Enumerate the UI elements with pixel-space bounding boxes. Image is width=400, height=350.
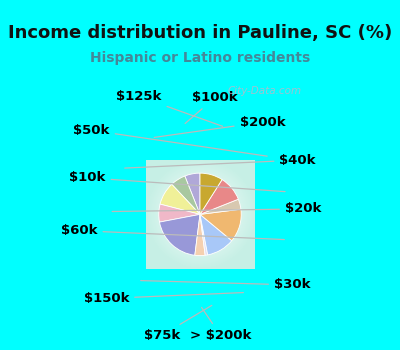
Text: $60k: $60k [61,224,284,239]
Text: $100k: $100k [185,91,238,124]
Wedge shape [200,173,222,214]
Text: > $200k: > $200k [190,307,251,342]
Wedge shape [200,180,238,214]
Text: $125k: $125k [116,90,223,126]
Text: $50k: $50k [73,124,267,156]
Wedge shape [200,214,232,255]
Wedge shape [185,173,200,214]
Wedge shape [160,184,200,214]
Text: $75k: $75k [144,306,212,342]
Wedge shape [200,214,208,255]
Text: $150k: $150k [84,292,244,305]
Text: Hispanic or Latino residents: Hispanic or Latino residents [90,51,310,65]
Text: $20k: $20k [112,202,321,216]
Text: $10k: $10k [69,171,285,191]
Wedge shape [200,209,241,241]
Text: Income distribution in Pauline, SC (%): Income distribution in Pauline, SC (%) [8,24,392,42]
Text: City-Data.com: City-Data.com [228,86,302,96]
Wedge shape [195,214,205,256]
Wedge shape [160,214,200,255]
Wedge shape [172,176,200,214]
Text: $200k: $200k [154,116,285,138]
Text: $30k: $30k [141,278,310,292]
Wedge shape [159,204,200,222]
Text: $40k: $40k [125,154,316,168]
Wedge shape [200,199,241,214]
